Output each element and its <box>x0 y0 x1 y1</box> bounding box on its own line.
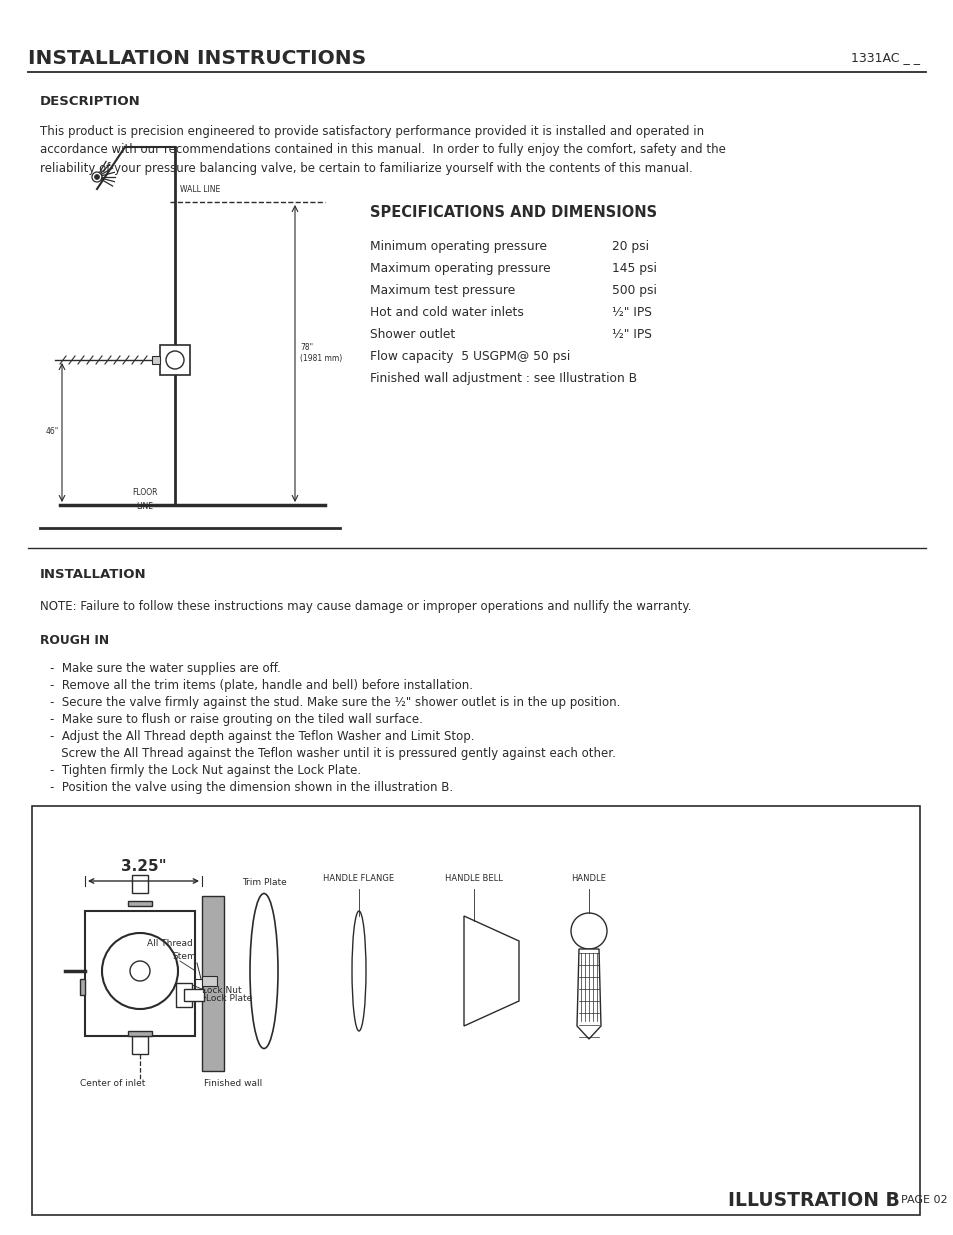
Text: Stem: Stem <box>172 952 195 961</box>
Text: 78"
(1981 mm): 78" (1981 mm) <box>299 343 342 363</box>
Text: HANDLE FLANGE: HANDLE FLANGE <box>323 874 395 883</box>
Text: FLOOR: FLOOR <box>132 488 157 496</box>
Text: -  Make sure the water supplies are off.: - Make sure the water supplies are off. <box>50 662 280 676</box>
Bar <box>128 1031 152 1036</box>
Text: INSTALLATION INSTRUCTIONS: INSTALLATION INSTRUCTIONS <box>28 48 366 68</box>
Bar <box>175 983 192 1007</box>
Text: Shower outlet: Shower outlet <box>370 329 455 341</box>
Bar <box>132 876 148 893</box>
Polygon shape <box>577 948 600 1039</box>
Bar <box>202 976 216 986</box>
Circle shape <box>94 174 99 179</box>
Circle shape <box>102 932 178 1009</box>
Bar <box>85 911 194 1036</box>
Text: Finished wall adjustment : see Illustration B: Finished wall adjustment : see Illustrat… <box>370 372 637 385</box>
Circle shape <box>91 172 102 182</box>
Text: Maximum operating pressure: Maximum operating pressure <box>370 262 550 275</box>
Text: -  Adjust the All Thread depth against the Teflon Washer and Limit Stop.: - Adjust the All Thread depth against th… <box>50 730 474 743</box>
Text: Lock Nut: Lock Nut <box>202 986 241 995</box>
Text: ILLUSTRATION B: ILLUSTRATION B <box>727 1191 899 1209</box>
Text: 46": 46" <box>46 427 59 436</box>
Text: ½" IPS: ½" IPS <box>612 329 651 341</box>
Bar <box>128 902 152 906</box>
Text: 145 psi: 145 psi <box>612 262 657 275</box>
Text: Hot and cold water inlets: Hot and cold water inlets <box>370 306 523 319</box>
Text: 3.25": 3.25" <box>121 860 166 874</box>
Bar <box>184 989 204 1002</box>
Circle shape <box>166 351 184 369</box>
Ellipse shape <box>352 911 366 1031</box>
Text: Maximum test pressure: Maximum test pressure <box>370 284 515 296</box>
Text: SPECIFICATIONS AND DIMENSIONS: SPECIFICATIONS AND DIMENSIONS <box>370 205 657 220</box>
Text: -  Make sure to flush or raise grouting on the tiled wall surface.: - Make sure to flush or raise grouting o… <box>50 713 422 726</box>
Text: 500 psi: 500 psi <box>612 284 657 296</box>
Text: -  Position the valve using the dimension shown in the illustration B.: - Position the valve using the dimension… <box>50 781 453 794</box>
Text: Finished wall: Finished wall <box>204 1079 262 1088</box>
Ellipse shape <box>250 893 277 1049</box>
Text: 20 psi: 20 psi <box>612 240 648 253</box>
Text: Screw the All Thread against the Teflon washer until it is pressured gently agai: Screw the All Thread against the Teflon … <box>50 747 616 760</box>
Text: HANDLE BELL: HANDLE BELL <box>445 874 502 883</box>
Text: -  Secure the valve firmly against the stud. Make sure the ½" shower outlet is i: - Secure the valve firmly against the st… <box>50 697 619 709</box>
Text: -  Remove all the trim items (plate, handle and bell) before installation.: - Remove all the trim items (plate, hand… <box>50 679 473 692</box>
Text: All Thread: All Thread <box>147 939 193 948</box>
Text: WALL LINE: WALL LINE <box>180 185 220 194</box>
Circle shape <box>571 913 606 948</box>
Bar <box>202 897 224 1071</box>
Text: LINE: LINE <box>136 501 153 511</box>
Text: Center of inlet: Center of inlet <box>80 1079 145 1088</box>
Bar <box>80 979 85 995</box>
Bar <box>152 356 160 364</box>
Bar <box>160 345 190 375</box>
Text: Minimum operating pressure: Minimum operating pressure <box>370 240 546 253</box>
Text: Flow capacity  5 USGPM@ 50 psi: Flow capacity 5 USGPM@ 50 psi <box>370 350 570 363</box>
Text: DESCRIPTION: DESCRIPTION <box>40 95 141 107</box>
Text: ½" IPS: ½" IPS <box>612 306 651 319</box>
Text: PAGE 02: PAGE 02 <box>901 1195 947 1205</box>
Text: This product is precision engineered to provide satisfactory performance provide: This product is precision engineered to … <box>40 125 725 175</box>
Text: HANDLE: HANDLE <box>571 874 606 883</box>
Text: INSTALLATION: INSTALLATION <box>40 568 147 580</box>
Circle shape <box>130 961 150 981</box>
Bar <box>132 1036 148 1053</box>
Text: ROUGH IN: ROUGH IN <box>40 634 109 647</box>
Bar <box>32 806 919 1215</box>
Text: Lock Plate: Lock Plate <box>206 994 252 1003</box>
Text: NOTE: Failure to follow these instructions may cause damage or improper operatio: NOTE: Failure to follow these instructio… <box>40 600 691 613</box>
Polygon shape <box>463 916 518 1026</box>
Text: Trim Plate: Trim Plate <box>241 878 286 887</box>
Text: 1331AC _ _: 1331AC _ _ <box>850 52 919 64</box>
Text: -  Tighten firmly the Lock Nut against the Lock Plate.: - Tighten firmly the Lock Nut against th… <box>50 764 361 777</box>
Bar <box>194 979 202 995</box>
